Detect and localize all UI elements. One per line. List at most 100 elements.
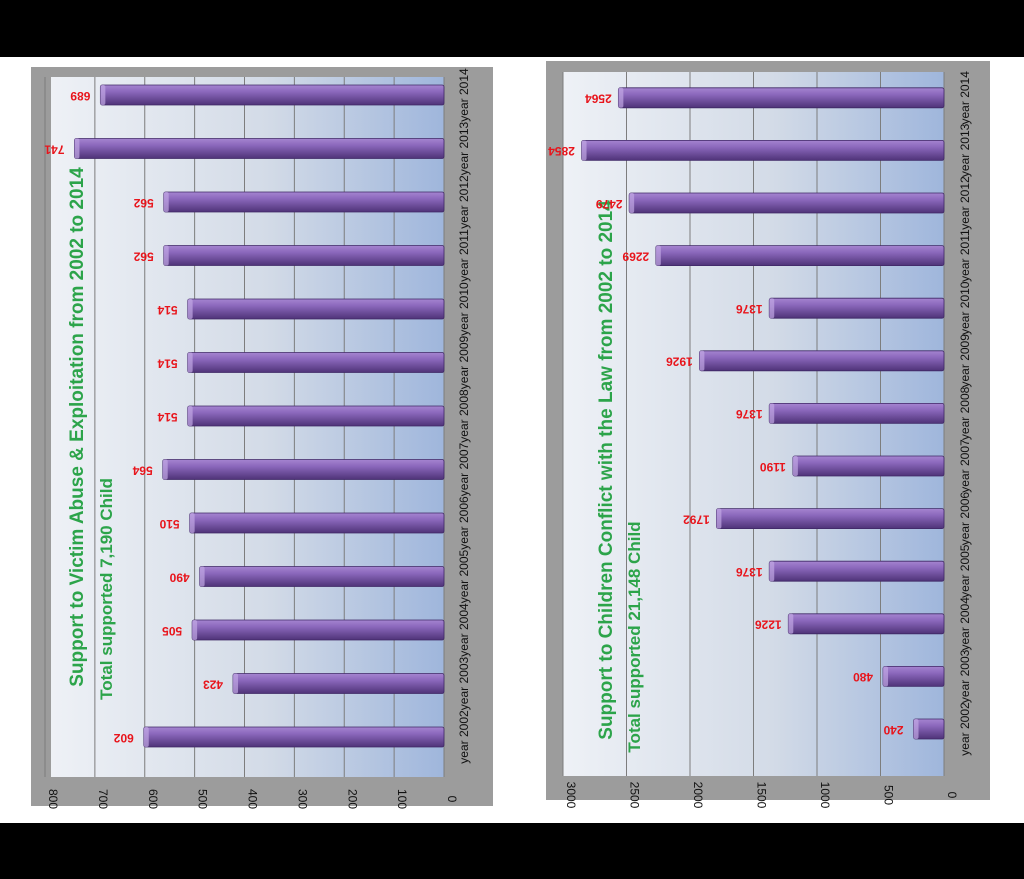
bar bbox=[99, 84, 445, 106]
bar bbox=[163, 245, 445, 266]
bar-end-cap bbox=[699, 350, 705, 371]
bar bbox=[655, 245, 945, 267]
bar bbox=[163, 191, 445, 213]
value-axis-tick-label: 300 bbox=[295, 789, 309, 809]
data-label: 602 bbox=[113, 731, 133, 745]
value-axis-tick-label: 0 bbox=[445, 796, 459, 803]
data-label: 480 bbox=[853, 670, 873, 684]
bar-end-cap bbox=[629, 193, 635, 213]
bar-end-cap bbox=[655, 245, 661, 266]
category-label: year 2012 bbox=[457, 175, 471, 229]
category-label: year 2014 bbox=[958, 71, 972, 125]
data-label: 514 bbox=[157, 356, 177, 370]
data-label: 2854 bbox=[548, 144, 575, 158]
bar bbox=[768, 297, 945, 319]
data-label: 562 bbox=[133, 249, 153, 263]
data-label: 689 bbox=[70, 89, 90, 103]
bar-end-cap bbox=[162, 459, 168, 480]
data-label: 514 bbox=[157, 410, 177, 424]
bar-end-cap bbox=[189, 513, 195, 533]
category-label: year 2004 bbox=[457, 603, 471, 657]
bar bbox=[187, 352, 445, 373]
value-axis-tick-label: 200 bbox=[345, 789, 359, 809]
data-label: 562 bbox=[133, 196, 153, 210]
bar-end-cap bbox=[187, 299, 193, 319]
bar-end-cap bbox=[792, 456, 798, 476]
data-label: 741 bbox=[44, 142, 64, 156]
value-axis-tick-label: 2500 bbox=[628, 782, 642, 809]
data-label: 2564 bbox=[585, 92, 612, 106]
category-label: year 2003 bbox=[958, 649, 972, 703]
data-label: 240 bbox=[883, 723, 903, 737]
bar-end-cap bbox=[581, 140, 587, 161]
bar bbox=[882, 666, 945, 687]
chart-conflict-with-law: Support to Children Conflict with the La… bbox=[548, 71, 972, 809]
category-label: year 2012 bbox=[958, 176, 972, 230]
bar-end-cap bbox=[100, 85, 106, 105]
data-label: 514 bbox=[157, 303, 177, 317]
bar-end-cap bbox=[143, 727, 149, 747]
bar bbox=[581, 140, 945, 161]
bar-end-cap bbox=[199, 566, 205, 587]
category-label: year 2013 bbox=[457, 121, 471, 175]
bar-end-cap bbox=[163, 192, 169, 212]
bar bbox=[162, 459, 445, 480]
bar-end-cap bbox=[769, 403, 775, 424]
bar-end-cap bbox=[769, 561, 775, 582]
category-label: year 2009 bbox=[958, 334, 972, 388]
chart-victim-abuse: Support to Victim Abuse & Exploitation f… bbox=[44, 68, 471, 809]
category-label: year 2006 bbox=[457, 496, 471, 550]
category-label: year 2008 bbox=[958, 386, 972, 440]
bar bbox=[792, 455, 945, 477]
chart-title: Support to Children Conflict with the La… bbox=[596, 200, 617, 740]
data-label: 1376 bbox=[736, 565, 763, 579]
category-label: year 2002 bbox=[457, 710, 471, 764]
category-label: year 2011 bbox=[457, 229, 471, 282]
category-label: year 2005 bbox=[457, 549, 471, 603]
bar bbox=[189, 512, 445, 534]
category-label: year 2002 bbox=[958, 702, 972, 756]
value-axis-tick-label: 1000 bbox=[818, 782, 832, 809]
data-label: 490 bbox=[169, 570, 189, 584]
category-label: year 2014 bbox=[457, 68, 471, 122]
data-label: 510 bbox=[159, 517, 179, 531]
bar bbox=[74, 138, 445, 159]
bar bbox=[716, 508, 945, 530]
bar bbox=[199, 566, 445, 587]
bar-end-cap bbox=[716, 508, 722, 529]
chart-subtitle: Total supported 7,190 Child bbox=[97, 478, 116, 700]
category-label: year 2007 bbox=[958, 439, 972, 493]
category-label: year 2008 bbox=[457, 389, 471, 443]
value-axis-tick-label: 800 bbox=[46, 789, 60, 809]
chart-subtitle: Total supported 21,148 Child bbox=[625, 521, 644, 752]
data-label: 1190 bbox=[760, 460, 786, 474]
bar-end-cap bbox=[769, 298, 775, 319]
bar bbox=[787, 613, 945, 635]
category-label: year 2003 bbox=[457, 656, 471, 710]
data-label: 1226 bbox=[755, 618, 782, 632]
charts-svg: Support to Victim Abuse & Exploitation f… bbox=[44, 68, 972, 809]
bar bbox=[187, 298, 445, 320]
category-label: year 2004 bbox=[958, 597, 972, 651]
category-label: year 2009 bbox=[457, 335, 471, 389]
bar-end-cap bbox=[74, 138, 80, 159]
category-label: year 2010 bbox=[958, 281, 972, 335]
data-label: 2479 bbox=[595, 197, 622, 211]
bar bbox=[232, 673, 445, 694]
bar bbox=[617, 87, 945, 109]
value-axis-tick-label: 600 bbox=[146, 789, 160, 809]
bar-end-cap bbox=[883, 666, 889, 687]
bar bbox=[628, 192, 945, 214]
value-axis-tick-label: 700 bbox=[96, 789, 110, 809]
data-label: 1376 bbox=[736, 407, 763, 421]
data-label: 423 bbox=[203, 677, 223, 691]
category-label: year 2011 bbox=[958, 229, 972, 282]
data-label: 1926 bbox=[666, 355, 693, 369]
bar-end-cap bbox=[163, 245, 169, 266]
bar bbox=[191, 619, 445, 641]
bar-end-cap bbox=[233, 673, 239, 694]
page: Support to Victim Abuse & Exploitation f… bbox=[0, 57, 1024, 823]
bar bbox=[143, 726, 445, 748]
value-axis-tick-label: 500 bbox=[196, 789, 210, 809]
category-label: year 2007 bbox=[457, 442, 471, 496]
